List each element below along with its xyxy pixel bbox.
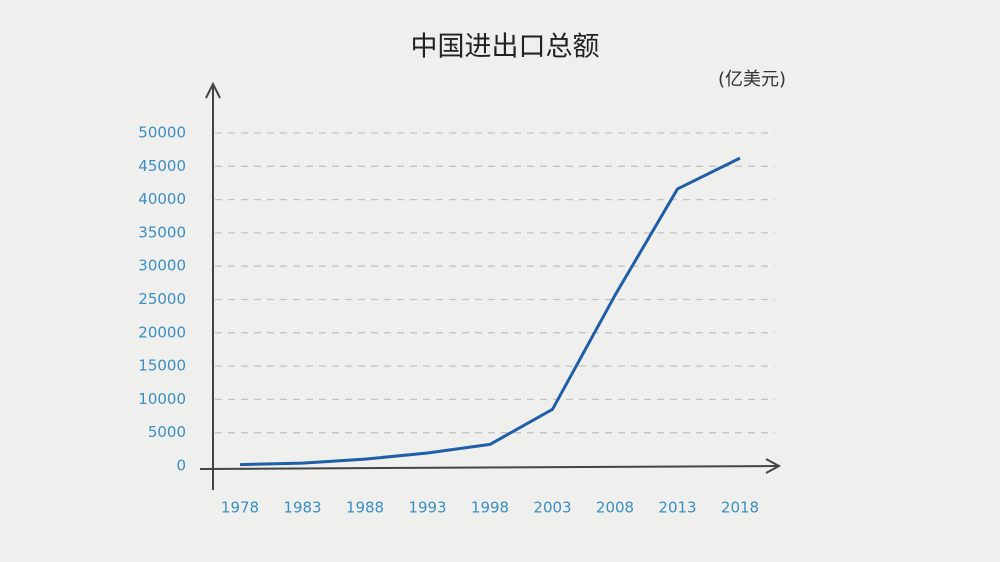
x-tick-label: 1978 bbox=[221, 499, 259, 517]
y-tick-label: 30000 bbox=[138, 257, 186, 275]
y-tick-label: 0 bbox=[176, 457, 186, 475]
y-tick-label: 40000 bbox=[138, 190, 186, 208]
x-axis-arrow bbox=[765, 458, 782, 474]
chart-title: 中国进出口总额 bbox=[411, 32, 600, 63]
y-tick-label: 35000 bbox=[138, 223, 186, 241]
x-tick-label: 2018 bbox=[721, 499, 759, 517]
y-tick-label: 10000 bbox=[138, 390, 186, 408]
x-tick-label: 1988 bbox=[346, 499, 384, 517]
y-tick-label: 5000 bbox=[148, 423, 186, 441]
x-tick-label: 1993 bbox=[408, 499, 446, 517]
y-tick-label: 20000 bbox=[138, 323, 186, 341]
data-line bbox=[239, 156, 741, 467]
y-axis-arrow bbox=[205, 81, 221, 99]
y-tick-label: 15000 bbox=[138, 357, 186, 375]
y-tick-label: 25000 bbox=[138, 290, 186, 308]
y-tick-label: 50000 bbox=[138, 124, 186, 142]
x-tick-label: 1998 bbox=[471, 499, 509, 517]
x-tick-label: 2008 bbox=[596, 499, 634, 517]
x-tick-label: 2013 bbox=[658, 499, 696, 517]
unit-label: (亿美元) bbox=[718, 69, 786, 90]
x-axis bbox=[199, 465, 779, 470]
y-tick-label: 45000 bbox=[138, 157, 186, 175]
axes bbox=[199, 81, 782, 490]
x-tick-label: 1983 bbox=[283, 499, 321, 517]
x-tick-label: 2003 bbox=[533, 499, 571, 517]
